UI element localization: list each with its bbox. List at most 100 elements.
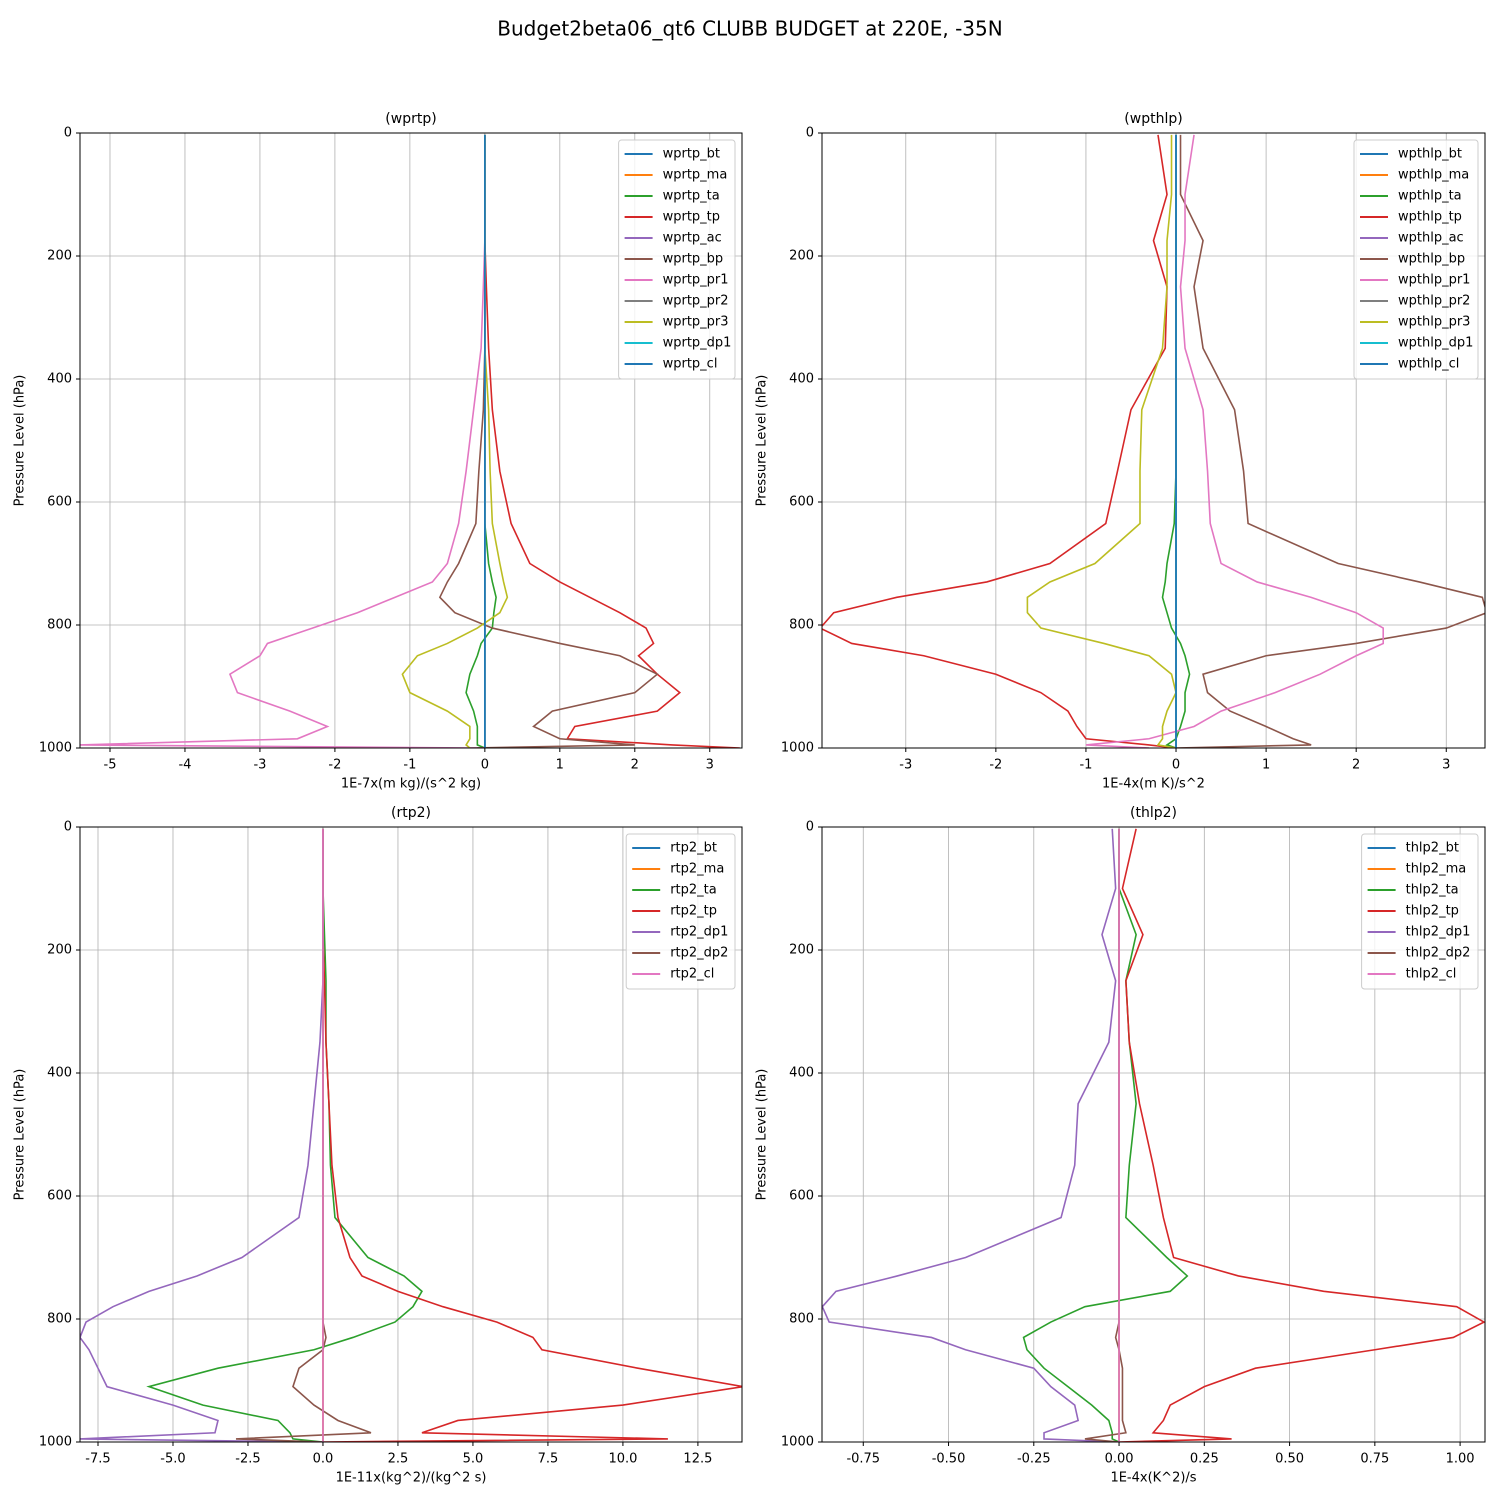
legend-box	[1361, 833, 1479, 990]
subplot: (wprtp) 1E-7x(m kg)/(s^2 kg) Pressure Leve…	[13, 111, 743, 792]
legend-label: wprtp_dp1	[663, 336, 732, 351]
figure-title: Budget2beta06_qt6 CLUBB BUDGET at 220E, …	[497, 17, 1002, 41]
y-tick-label: 400	[47, 372, 72, 387]
legend-box	[1353, 139, 1479, 380]
series-line	[822, 828, 1120, 1442]
y-tick-label: 400	[789, 1066, 814, 1081]
x-tick-label: -2	[328, 758, 341, 773]
y-tick-label: 1000	[39, 1435, 72, 1450]
y-tick-label: 200	[47, 943, 72, 958]
legend-label: thlp2_dp2	[1406, 946, 1471, 961]
x-tick-label: 1	[1262, 758, 1270, 773]
y-tick-label: 0	[64, 820, 72, 835]
x-tick-label: 5.0	[463, 1452, 484, 1467]
subplot-title: (wprtp)	[385, 111, 436, 127]
y-tick-label: 800	[47, 1312, 72, 1327]
x-tick-label: -0.75	[846, 1452, 880, 1467]
subplot-title: (thlp2)	[1130, 805, 1177, 821]
x-tick-label: 0	[1172, 758, 1180, 773]
x-tick-label: 1	[556, 758, 564, 773]
y-tick-label: 800	[789, 1312, 814, 1327]
legend-label: wprtp_pr2	[663, 294, 729, 309]
x-tick-label: 0.50	[1275, 1452, 1304, 1467]
y-tick-label: 600	[789, 495, 814, 510]
x-tick-label: -1	[1079, 758, 1092, 773]
legend-label: rtp2_ta	[670, 883, 717, 898]
y-tick-label: 200	[789, 943, 814, 958]
y-axis-label: Pressure Level (hPa)	[13, 1069, 28, 1201]
y-tick-label: 0	[806, 820, 814, 835]
y-axis-label: Pressure Level (hPa)	[13, 375, 28, 507]
x-tick-label: -5.0	[160, 1452, 185, 1467]
legend-label: thlp2_dp1	[1406, 925, 1471, 940]
axes-frame	[821, 826, 1486, 1443]
legend-label: wpthlp_pr3	[1398, 315, 1470, 330]
plot-area	[822, 828, 1485, 1442]
legend-label: wprtp_cl	[663, 357, 718, 372]
legend-label: wprtp_pr3	[663, 315, 729, 330]
x-tick-label: 0.0	[313, 1452, 334, 1467]
legend-label: wpthlp_bt	[1398, 147, 1462, 162]
x-tick-label: -2.5	[235, 1452, 260, 1467]
x-tick-label: -0.50	[932, 1452, 966, 1467]
legend-label: rtp2_dp2	[670, 946, 728, 961]
legend-label: wpthlp_cl	[1398, 357, 1459, 372]
axes-frame	[79, 826, 743, 1443]
x-tick-label: 0.75	[1360, 1452, 1389, 1467]
subplot-title: (rtp2)	[391, 805, 431, 821]
legend-label: rtp2_cl	[670, 967, 714, 982]
y-tick-label: 1000	[781, 741, 814, 756]
x-tick-label: 3	[1442, 758, 1450, 773]
subplot-title: (wpthlp)	[1124, 111, 1182, 127]
subplot: (thlp2) 1E-4x(K^2)/s Pressure Level (hPa) -…	[755, 805, 1486, 1486]
legend-label: wpthlp_tp	[1398, 210, 1462, 225]
y-tick-label: 600	[47, 1189, 72, 1204]
legend-label: wprtp_bt	[663, 147, 720, 162]
x-axis-label: 1E-11x(kg^2)/(kg^2 s)	[336, 1471, 487, 1486]
legend-label: wprtp_ac	[663, 231, 722, 246]
x-tick-label: -1	[403, 758, 416, 773]
y-axis-label: Pressure Level (hPa)	[755, 1069, 770, 1201]
series-line	[80, 828, 324, 1442]
x-tick-label: -0.25	[1017, 1452, 1051, 1467]
x-tick-label: -3	[253, 758, 266, 773]
x-tick-label: -2	[989, 758, 1002, 773]
x-tick-label: 3	[706, 758, 714, 773]
series-line	[322, 828, 742, 1442]
x-tick-label: 1.00	[1446, 1452, 1475, 1467]
y-tick-label: 600	[47, 495, 72, 510]
legend-label: wprtp_bp	[663, 252, 724, 267]
legend-label: wprtp_pr1	[663, 273, 729, 288]
x-axis-label: 1E-7x(m kg)/(s^2 kg)	[341, 777, 481, 792]
x-tick-label: -4	[178, 758, 191, 773]
x-tick-label: 0.00	[1105, 1452, 1134, 1467]
x-tick-label: 10.0	[608, 1452, 637, 1467]
y-tick-label: 0	[64, 126, 72, 141]
x-tick-label: 2	[631, 758, 639, 773]
x-tick-label: -7.5	[85, 1452, 110, 1467]
legend-label: wpthlp_pr1	[1398, 273, 1470, 288]
x-tick-label: 2.5	[388, 1452, 409, 1467]
x-tick-label: 7.5	[538, 1452, 559, 1467]
legend-label: wpthlp_ta	[1398, 189, 1462, 204]
x-tick-label: 0	[481, 758, 489, 773]
y-tick-label: 600	[789, 1189, 814, 1204]
series-line	[1026, 134, 1177, 748]
axes-frame	[821, 132, 1486, 749]
legend-label: rtp2_tp	[670, 904, 717, 919]
series-line	[80, 134, 486, 748]
x-tick-label: 2	[1352, 758, 1360, 773]
plot-area	[80, 134, 740, 748]
legend-label: thlp2_bt	[1406, 841, 1459, 856]
y-tick-label: 0	[806, 126, 814, 141]
legend-label: wpthlp_bp	[1398, 252, 1465, 267]
y-axis-label: Pressure Level (hPa)	[755, 375, 770, 507]
series-line	[822, 134, 1177, 748]
x-tick-label: -5	[104, 758, 117, 773]
legend-label: thlp2_cl	[1406, 967, 1457, 982]
series-line	[1085, 134, 1385, 748]
y-tick-label: 200	[789, 249, 814, 264]
legend-label: rtp2_ma	[670, 862, 724, 877]
series-line	[1119, 828, 1485, 1442]
